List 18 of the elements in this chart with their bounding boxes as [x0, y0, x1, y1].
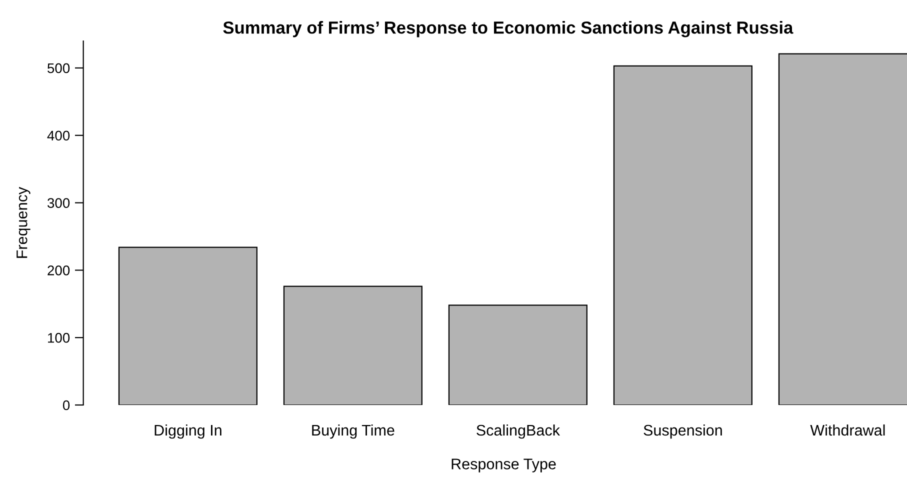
bar	[283, 286, 422, 405]
y-tick-label: 100	[48, 332, 70, 343]
x-tick-label: Buying Time	[312, 424, 394, 439]
chart-title: Summary of Firms’ Response to Economic Sanctions Against Russia	[223, 21, 794, 38]
bar	[448, 304, 588, 405]
x-tick-label: Withdrawal	[810, 424, 885, 436]
y-tick-label: 400	[47, 130, 70, 141]
y-tick-label: 500	[48, 63, 70, 74]
bar	[613, 65, 752, 405]
y-tick-label: 0	[62, 400, 70, 410]
x-tick-label: ScalingBack	[476, 424, 560, 439]
bar	[118, 246, 258, 405]
x-tick-label: Suspension	[644, 424, 722, 439]
y-tick-label: 300	[48, 198, 70, 208]
x-tick-label: Digging In	[154, 424, 222, 439]
x-axis-title: Response Type	[452, 458, 556, 472]
y-tick-label: 200	[48, 266, 70, 276]
y-axis-title: Frequency	[16, 186, 30, 258]
